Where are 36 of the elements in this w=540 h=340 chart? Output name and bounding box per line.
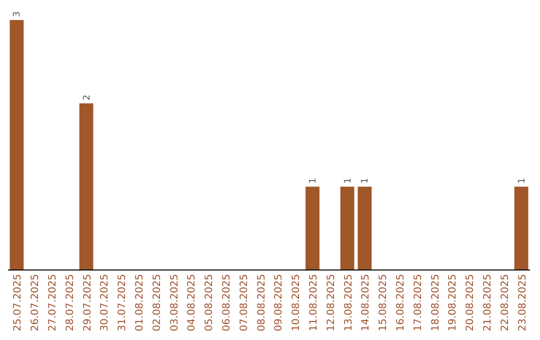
data-label: 1 [308, 178, 318, 184]
x-tick-label: 16.08.2025 [396, 274, 406, 332]
data-label: 1 [360, 178, 371, 184]
x-tick-label: 27.07.2025 [48, 274, 58, 332]
x-tick-label: 11.08.2025 [308, 274, 320, 332]
data-label: 3 [12, 11, 23, 17]
x-tick-label: 01.08.2025 [134, 274, 146, 332]
x-tick-label: 30.07.2025 [100, 274, 111, 332]
x-tick-label: 13.08.2025 [343, 274, 354, 332]
x-tick-label: 04.08.2025 [186, 274, 198, 332]
x-tick-label: 07.08.2025 [238, 274, 250, 332]
x-tick-label: 12.08.2025 [326, 274, 337, 332]
data-label: 2 [82, 94, 92, 100]
data-label: 1 [343, 178, 354, 184]
x-tick-label: 03.08.2025 [169, 274, 180, 332]
x-tick-label: 19.08.2025 [448, 274, 459, 332]
x-tick-label: 05.08.2025 [204, 274, 216, 332]
x-tick-label: 20.08.2025 [465, 274, 476, 332]
x-tick-label: 21.08.2025 [482, 274, 494, 332]
x-tick-label: 17.08.2025 [412, 274, 424, 332]
x-tick-label: 28.07.2025 [64, 274, 76, 332]
x-tick-label: 31.07.2025 [117, 274, 128, 332]
x-tick-label: 18.08.2025 [430, 274, 442, 332]
x-tick-label: 14.08.2025 [360, 274, 372, 332]
x-tick-label: 09.08.2025 [274, 274, 285, 332]
data-label: 1 [517, 178, 528, 184]
x-tick-label: 23.08.2025 [517, 274, 528, 332]
x-tick-label: 22.08.2025 [500, 274, 511, 332]
x-tick-label: 10.08.2025 [291, 274, 302, 332]
x-tick-label: 08.08.2025 [256, 274, 268, 332]
x-tick-label: 02.08.2025 [152, 274, 163, 332]
x-tick-label: 26.07.2025 [30, 274, 42, 332]
x-tick-label: 29.07.2025 [82, 274, 94, 332]
x-tick-label: 15.08.2025 [378, 274, 390, 332]
x-tick-label: 06.08.2025 [222, 274, 232, 332]
x-tick-label: 25.07.2025 [12, 274, 24, 332]
